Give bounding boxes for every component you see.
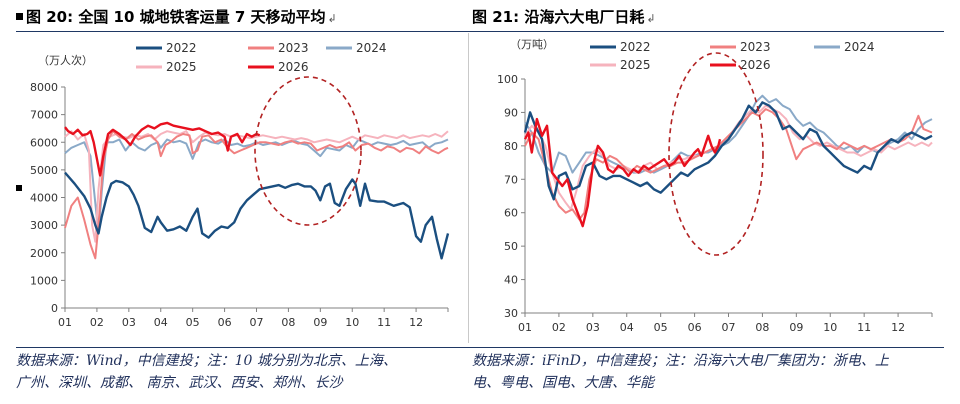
- source-rule: [16, 347, 944, 348]
- legend-label-2024: 2024: [356, 41, 387, 55]
- left-panel-title: 图 20: 全国 10 城地铁客运量 7 天移动平均 ↲: [16, 6, 337, 27]
- legend-label-2025: 2025: [166, 60, 197, 74]
- y-tick-label: 2000: [30, 247, 58, 260]
- x-tick-label: 08: [755, 321, 769, 334]
- right-source-note: 数据来源：iFinD，中信建投；注：沿海六大电厂集团为：浙电、上 电、粤电、国电…: [472, 350, 889, 394]
- right-panel-title-text: 图 21: 沿海六大电厂日耗: [472, 8, 645, 26]
- x-tick-label: 03: [122, 316, 136, 329]
- x-tick-label: 06: [218, 316, 232, 329]
- y-tick-label: 4000: [30, 192, 58, 205]
- x-tick-label: 05: [654, 321, 668, 334]
- left-panel-title-text: 图 20: 全国 10 城地铁客运量 7 天移动平均: [26, 8, 326, 26]
- x-tick-label: 07: [722, 321, 736, 334]
- panel-separator: [468, 33, 469, 343]
- x-tick-label: 02: [90, 316, 104, 329]
- y-tick-label: 1000: [30, 274, 58, 287]
- series-line-2022: [64, 171, 450, 260]
- right-panel-title: 图 21: 沿海六大电厂日耗 ↲: [472, 6, 656, 27]
- highlight-ellipse: [254, 76, 362, 226]
- unit-label: （万吨）: [510, 38, 554, 51]
- x-tick-label: 02: [552, 321, 566, 334]
- y-tick-label: 70: [504, 173, 518, 186]
- legend-label-2026: 2026: [740, 58, 771, 72]
- series-line-2026: [523, 117, 722, 228]
- legend-label-2022: 2022: [620, 40, 651, 54]
- x-tick-label: 08: [281, 316, 295, 329]
- right-chart: 30 40 50 60 70 80 90 100 01 02 03 04 05 06 07 08 09 10 11 1…: [497, 38, 933, 334]
- left-source-line-2: 广州、深圳、成都、 南京、武汉、西安、郑州、长沙: [16, 375, 343, 391]
- y-tick-label: 80: [504, 140, 518, 153]
- legend-label-2026: 2026: [278, 60, 309, 74]
- series-line-2024: [64, 138, 449, 235]
- series-line-2023: [524, 108, 933, 221]
- left-source-line-1: 数据来源：Wind，中信建投；注：10 城分别为北京、上海、: [16, 353, 397, 369]
- legend-label-2024: 2024: [844, 40, 875, 54]
- y-tick-label: 30: [504, 307, 518, 320]
- series-line-2022: [523, 101, 933, 201]
- y-tick-label: 7000: [30, 109, 58, 122]
- x-tick-label: 09: [313, 316, 327, 329]
- legend-label-2023: 2023: [278, 41, 309, 55]
- y-tick-label: 0: [51, 302, 58, 315]
- right-source-line-1: 数据来源：iFinD，中信建投；注：沿海六大电厂集团为：浙电、上: [472, 353, 889, 369]
- y-tick-label: 60: [504, 207, 518, 220]
- x-tick-label: 01: [518, 321, 532, 334]
- x-tick-label: 06: [688, 321, 702, 334]
- x-tick-label: 03: [586, 321, 600, 334]
- side-bullet-icon: [16, 185, 22, 191]
- x-tick-label: 10: [345, 316, 359, 329]
- left-chart: 0 1000 2000 3000 4000 5000 6000 7000 8000 01 02 03 0…: [30, 41, 450, 329]
- y-tick-label: 50: [504, 240, 518, 253]
- y-tick-label: 90: [504, 106, 518, 119]
- legend-label-2025: 2025: [620, 58, 651, 72]
- x-tick-label: 04: [154, 316, 168, 329]
- left-source-note: 数据来源：Wind，中信建投；注：10 城分别为北京、上海、 广州、深圳、成都、…: [16, 350, 397, 394]
- highlight-ellipse: [668, 52, 764, 256]
- legend-label-2023: 2023: [740, 40, 771, 54]
- x-tick-label: 05: [186, 316, 200, 329]
- y-tick-label: 5000: [30, 164, 58, 177]
- series-line-2025: [524, 104, 933, 211]
- x-tick-label: 12: [891, 321, 905, 334]
- y-tick-label: 40: [504, 274, 518, 287]
- x-tick-label: 09: [789, 321, 803, 334]
- x-tick-label: 12: [409, 316, 423, 329]
- series-line-2023: [64, 130, 449, 260]
- x-tick-label: 07: [250, 316, 264, 329]
- y-tick-label: 6000: [30, 136, 58, 149]
- unit-label: （万人次）: [38, 53, 93, 67]
- paragraph-mark-icon: ↲: [327, 12, 337, 25]
- y-tick-label: 8000: [30, 81, 58, 94]
- x-tick-label: 01: [58, 316, 72, 329]
- legend-label-2022: 2022: [166, 41, 197, 55]
- x-tick-label: 11: [377, 316, 391, 329]
- y-tick-label: 100: [497, 73, 518, 86]
- title-square-icon: [16, 13, 23, 20]
- x-tick-label: 04: [620, 321, 634, 334]
- series-line-2026: [64, 121, 261, 177]
- title-rule: [16, 31, 944, 32]
- x-tick-label: 11: [857, 321, 871, 334]
- y-tick-label: 3000: [30, 219, 58, 232]
- paragraph-mark-icon: ↲: [646, 12, 656, 25]
- x-tick-label: 10: [823, 321, 837, 334]
- right-source-line-2: 电、粤电、国电、大唐、华能: [472, 375, 654, 391]
